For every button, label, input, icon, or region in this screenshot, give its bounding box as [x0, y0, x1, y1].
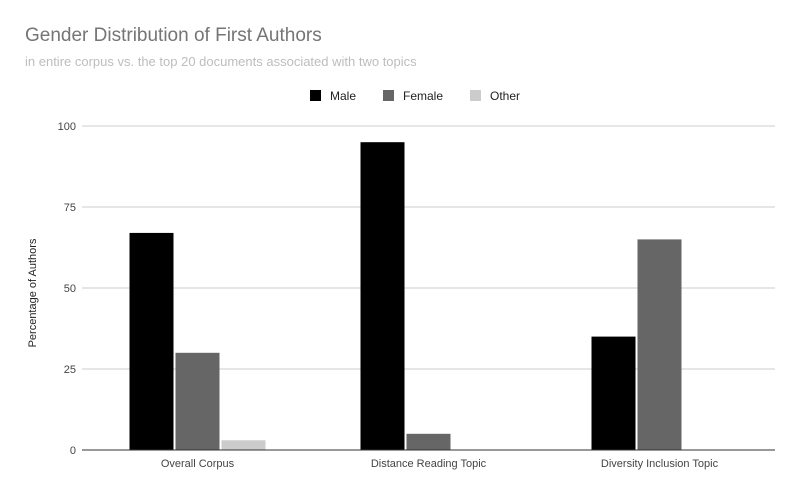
bar-female-3: [637, 239, 682, 450]
bar-male-3: [591, 336, 636, 450]
bar-male-2: [360, 142, 405, 450]
y-tick-label: 0: [70, 445, 76, 457]
chart-title: Gender Distribution of First Authors: [25, 25, 322, 46]
y-tick-label: 25: [64, 364, 76, 376]
legend-label-male: Male: [330, 89, 356, 103]
chart-legend: Male Female Other: [310, 89, 520, 103]
bars: [129, 142, 682, 450]
x-tick-label: Distance Reading Topic: [371, 458, 487, 470]
legend-swatch-female: [383, 90, 394, 101]
bar-female-1: [175, 352, 220, 450]
y-tick-label: 50: [64, 283, 76, 295]
legend-label-other: Other: [490, 89, 520, 103]
x-tick-label: Overall Corpus: [161, 458, 235, 470]
x-tick-label: Diversity Inclusion Topic: [601, 458, 719, 470]
y-axis-ticks: 0 25 50 75 100: [58, 121, 76, 457]
y-axis-label: Percentage of Authors: [27, 238, 39, 347]
bar-female-2: [406, 433, 451, 450]
bar-male-1: [129, 232, 174, 450]
x-axis-ticks: Overall Corpus Distance Reading Topic Dive…: [161, 458, 719, 470]
y-tick-label: 75: [64, 202, 76, 214]
bar-other-1: [221, 440, 266, 450]
chart-subtitle: in entire corpus vs. the top 20 document…: [25, 54, 417, 69]
legend-swatch-male: [310, 90, 321, 101]
y-tick-label: 100: [58, 121, 76, 133]
legend-label-female: Female: [403, 89, 443, 103]
legend-swatch-other: [470, 90, 481, 101]
